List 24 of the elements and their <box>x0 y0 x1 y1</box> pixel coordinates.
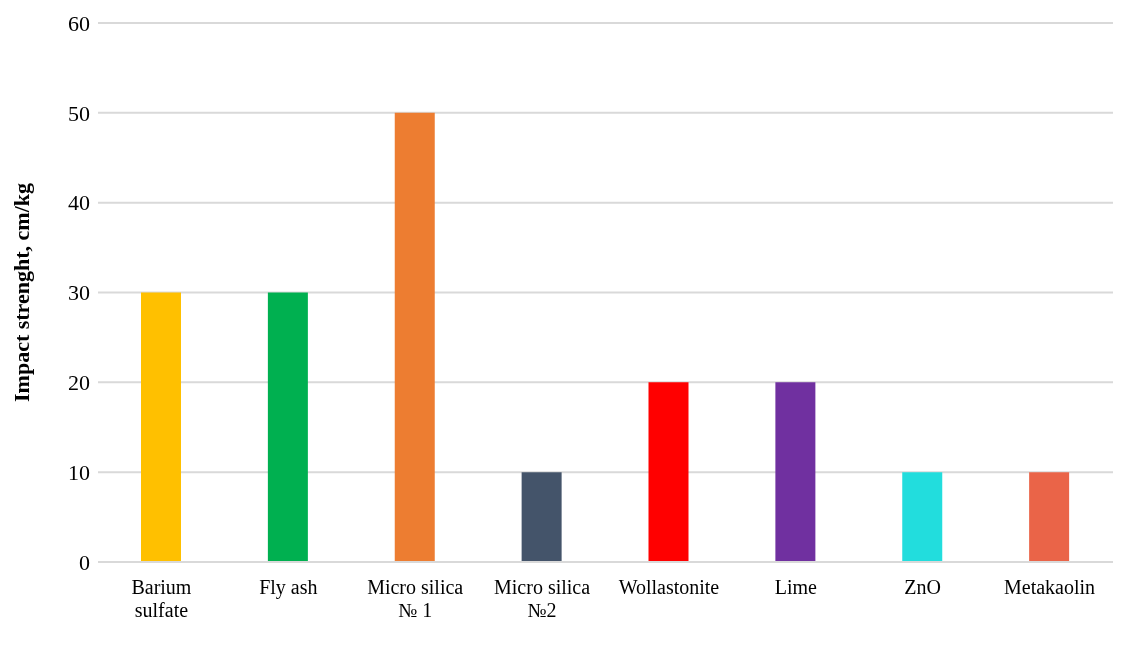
bar <box>394 112 435 562</box>
x-tick-label: Lime <box>774 576 818 598</box>
x-tick-label: Micro silica № 1 <box>367 576 464 621</box>
bar <box>1029 472 1070 562</box>
x-tick-label: Metakaolin <box>1004 576 1096 598</box>
x-tick-label: Fly ash <box>259 576 318 599</box>
y-axis-title: Impact strenght, cm/kg <box>8 183 34 402</box>
y-tick-label: 50 <box>68 100 90 126</box>
bar <box>267 292 308 562</box>
y-tick-label: 30 <box>68 280 90 306</box>
x-tick-label: Micro silica №2 <box>494 576 591 621</box>
y-tick-label: 10 <box>68 459 90 485</box>
bar <box>521 472 562 562</box>
y-tick-label: 60 <box>68 10 90 36</box>
y-tick-label: 0 <box>79 549 90 575</box>
x-tick-label: Barium sulfate <box>131 576 192 621</box>
bar <box>775 382 816 562</box>
x-tick-label: Wollastonite <box>618 576 720 598</box>
y-tick-label: 20 <box>68 370 90 396</box>
bar <box>648 382 689 562</box>
x-tick-label: ZnO <box>904 576 942 598</box>
bar <box>141 292 181 562</box>
bar <box>902 472 943 562</box>
y-tick-label: 40 <box>68 190 90 216</box>
